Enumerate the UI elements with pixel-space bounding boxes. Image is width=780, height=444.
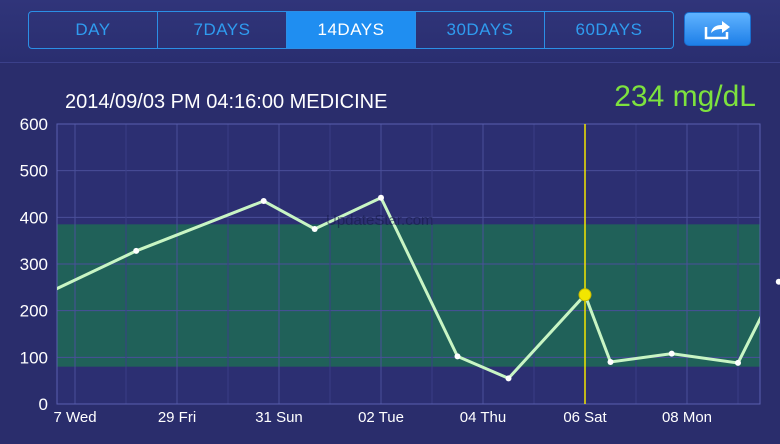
watermark: UpdateStar.com [326,212,434,229]
share-button[interactable] [684,12,751,46]
target-range-band [57,224,760,367]
tab-day[interactable]: DAY [29,12,158,48]
data-point [607,359,614,365]
x-tick-label: 31 Sun [255,409,303,426]
x-tick-label: 29 Fri [158,409,196,426]
x-tick-label: 08 Mon [662,409,712,426]
data-point [454,353,461,360]
data-point [378,194,384,201]
data-point [505,375,512,382]
top-toolbar: DAY 7DAYS 14DAYS 30DAYS 60DAYS [0,0,780,63]
y-tick-label: 300 [20,255,48,274]
y-tick-label: 600 [20,115,48,134]
event-timestamp: 2014/09/03 PM 04:16:00 MEDICINE [65,91,388,113]
data-point [133,247,140,254]
data-point [260,198,267,204]
glucose-reading: 234 mg/dL [614,80,756,113]
tab-60days[interactable]: 60DAYS [575,20,643,39]
data-point [311,226,318,232]
tab-14days[interactable]: 14DAYS [287,12,416,48]
x-tick-label: 06 Sat [563,409,607,426]
y-tick-label: 400 [20,208,48,227]
data-point [668,350,675,357]
tab-7days[interactable]: 7DAYS [158,12,287,48]
y-tick-label: 100 [20,348,48,367]
data-point [735,359,741,366]
x-tick-label: 02 Tue [358,409,404,426]
y-tick-label: 500 [20,162,48,181]
share-icon [704,21,730,40]
selected-data-point [578,288,592,302]
y-tick-label: 200 [20,302,48,321]
plot-border [56,123,761,405]
tab-30days[interactable]: 30DAYS [416,12,545,48]
glucose-series-line [57,195,760,381]
x-tick-label: 04 Thu [460,409,506,426]
range-tabs: DAY 7DAYS 14DAYS 30DAYS 60DAYS [28,11,674,49]
x-tick-label: 7 Wed [53,409,96,426]
data-point [775,278,780,285]
y-tick-label: 0 [39,395,48,414]
